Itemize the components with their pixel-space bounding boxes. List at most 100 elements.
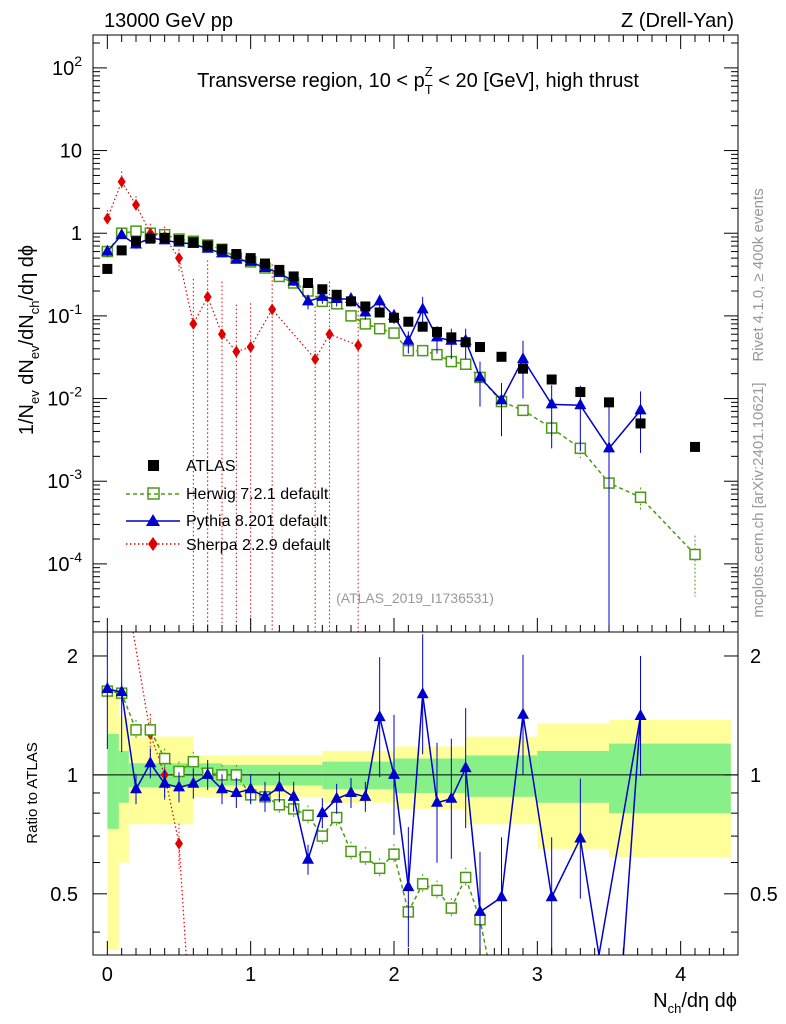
- x-tick-label: 2: [388, 964, 399, 986]
- y-axis-label-ratio: Ratio to ATLAS: [24, 742, 41, 843]
- atlas-point: [217, 244, 227, 255]
- band-inner-segment: [107, 733, 119, 829]
- sherpa-point: [203, 290, 212, 303]
- atlas-point: [303, 277, 313, 288]
- sherpa-point: [103, 212, 112, 225]
- herwig-point: [359, 318, 372, 330]
- y-tick-label-main: 10-1: [47, 301, 82, 328]
- ratio-herwig-point: [316, 830, 329, 842]
- atlas-point: [102, 263, 113, 274]
- atlas-point: [346, 296, 356, 307]
- ratio-pythia-point: [574, 831, 587, 843]
- ratio-pythia-point: [216, 782, 228, 794]
- band-inner-segment: [609, 743, 731, 814]
- pythia-point: [416, 302, 429, 314]
- ratio-pythia-point: [230, 785, 243, 797]
- pythia-point: [101, 244, 114, 256]
- pythia-point: [316, 289, 329, 301]
- ratio-pythia-point: [345, 785, 357, 797]
- ratio-herwig-point: [459, 871, 472, 884]
- ratio-herwig-point: [431, 884, 443, 897]
- herwig-point: [517, 404, 529, 417]
- legend-sherpa-label: Sherpa 2.2.9 default: [186, 537, 331, 554]
- pythia-point: [603, 441, 615, 453]
- ratio-pythia-point: [115, 685, 128, 697]
- ratio-herwig-point: [130, 724, 142, 736]
- legend: ATLAS Herwig 7.2.1 default Pythia 8.201 …: [126, 458, 331, 554]
- axis-ticks: 0 1 2 3 4 10-4 10-3 10-2 10-1 1 10 102 0.5 0.5 1 1 2 2: [47, 35, 778, 986]
- ratio-pythia-point: [431, 795, 443, 807]
- atlas-point: [403, 316, 414, 327]
- atlas-point: [317, 284, 328, 295]
- atlas-point: [159, 232, 170, 243]
- ratio-herwig-point: [158, 752, 171, 765]
- ratio-pythia-point: [158, 776, 171, 788]
- ratio-pythia-point: [545, 890, 558, 902]
- x-tick-label: 4: [675, 964, 686, 986]
- ratio-pythia-point: [244, 782, 257, 794]
- atlas-point: [496, 351, 507, 362]
- herwig-point: [634, 491, 647, 503]
- title-sub: T: [425, 82, 433, 97]
- x-tick-label: 0: [102, 964, 113, 986]
- ratio-pythia-point: [173, 780, 185, 792]
- sherpa-point: [246, 341, 255, 354]
- legend-herwig-label: Herwig 7.2.1 default: [186, 486, 329, 503]
- rivet-label: Rivet 4.1.0, ≥ 400k events: [750, 188, 767, 361]
- atlas-point: [575, 387, 586, 398]
- band-inner-segment: [465, 755, 538, 797]
- herwig-point: [130, 225, 142, 237]
- atlas-point: [131, 236, 141, 247]
- herwig-point: [416, 344, 429, 357]
- analysis-reference: (ATLAS_2019_I1736531): [336, 590, 494, 606]
- ratio-uncertainty-bands: [93, 688, 738, 951]
- y-tick-label-main: 10-4: [47, 549, 82, 576]
- band-inner-segment: [394, 758, 466, 793]
- herwig-point: [345, 310, 357, 322]
- atlas-point: [460, 337, 471, 348]
- ratio-pythia-point: [144, 756, 157, 768]
- ratio-pythia-point: [517, 707, 529, 719]
- pythia-point: [634, 403, 647, 415]
- ratio-pythia-point: [287, 789, 300, 801]
- pythia-point: [517, 352, 529, 364]
- ratio-sherpa-line-upper: [132, 632, 151, 734]
- y-tick-label-main: 10: [60, 141, 82, 163]
- x-label-pre: N: [653, 990, 667, 1012]
- ratio-sherpa-point: [175, 837, 183, 850]
- atlas-point: [546, 374, 557, 385]
- sherpa-point: [354, 339, 363, 352]
- ratio-pythia-point: [302, 852, 314, 864]
- ratio-sherpa-line: [149, 733, 187, 955]
- atlas-point: [604, 397, 614, 408]
- ratio-tick-label-left: 0.5: [50, 884, 78, 906]
- sherpa-line: [106, 180, 359, 361]
- atlas-point: [417, 321, 428, 332]
- ratio-pythia-point: [634, 708, 647, 720]
- x-label-sub: ch: [668, 1001, 682, 1016]
- atlas-point: [260, 258, 270, 269]
- main-series: [101, 171, 701, 632]
- ratio-pythia-point: [316, 806, 329, 818]
- ratio-herwig-point: [416, 878, 429, 890]
- pythia-point: [302, 294, 314, 306]
- atlas-point: [374, 307, 385, 318]
- pythia-point: [545, 397, 558, 409]
- x-tick-label: 3: [532, 964, 543, 986]
- herwig-line: [106, 230, 696, 555]
- ratio-pythia-point: [187, 776, 200, 788]
- atlas-point: [518, 363, 528, 374]
- sherpa-point: [189, 317, 198, 330]
- herwig-point: [689, 548, 701, 561]
- x-axis-label: Nch/dη dϕ: [653, 990, 737, 1016]
- sherpa-point: [232, 345, 241, 358]
- y-axis-label-main: 1/Nev dNev/dNch/dη dϕ: [16, 245, 42, 435]
- ratio-pythia-point: [330, 791, 343, 803]
- atlas-point: [116, 245, 127, 256]
- ratio-tick-label-left: 2: [67, 646, 78, 668]
- ratio-series: [101, 632, 647, 955]
- atlas-point: [389, 312, 399, 323]
- sherpa-point: [311, 353, 320, 366]
- legend-pythia-label: Pythia 8.201 default: [186, 513, 328, 530]
- ratio-tick-label-right: 0.5: [750, 884, 778, 906]
